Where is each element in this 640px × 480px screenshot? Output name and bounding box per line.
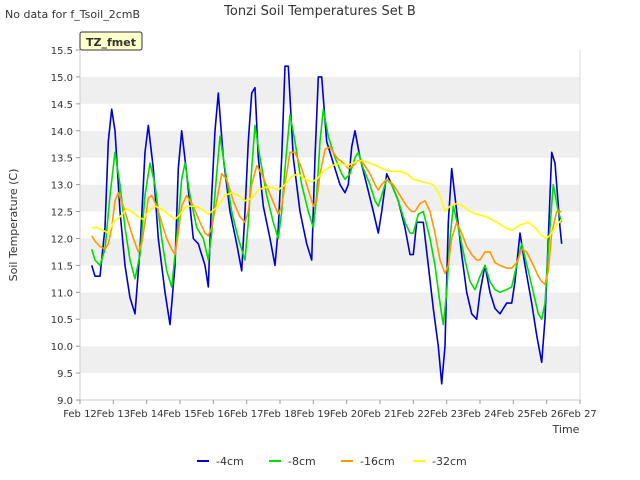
y-tick-label: 10.5 — [51, 315, 73, 326]
legend-item: -32cm — [413, 455, 467, 468]
x-tick-label: Feb 23 — [430, 409, 464, 420]
plot-band — [80, 373, 580, 400]
legend-label: -16cm — [360, 455, 395, 468]
annotation-box-frame — [79, 31, 143, 51]
y-tick-label: 12.0 — [51, 234, 73, 245]
plot-band — [80, 238, 580, 266]
y-tick-label: 10.0 — [51, 342, 73, 353]
y-tick-label: 14.0 — [51, 127, 73, 138]
x-axis-label: Time — [552, 423, 580, 436]
chart-title: Tonzi Soil Temperatures Set B — [223, 4, 416, 19]
axes: 9.0 9.5 10.0 10.5 11.0 11.5 12.0 12.5 13.0 13.5 14… — [51, 46, 597, 420]
plot-band — [80, 184, 580, 212]
plot-band — [80, 76, 580, 104]
x-tick-label: Feb 26 — [530, 409, 564, 420]
legend: -4cm -8cm -16cm -32cm — [197, 455, 467, 468]
series-line — [91, 159, 563, 240]
x-tick-label: Feb 14 — [130, 409, 164, 420]
y-tick-label: 15.5 — [51, 46, 73, 57]
y-tick-label: 14.5 — [51, 100, 73, 111]
legend-label: -32cm — [432, 455, 467, 468]
legend-label: -8cm — [288, 455, 316, 468]
series-lines — [90, 65, 563, 385]
y-tick-label: 9.0 — [57, 396, 73, 407]
plot-band — [80, 265, 580, 293]
y-tick-label: 9.5 — [57, 369, 73, 380]
legend-item: -8cm — [269, 455, 316, 468]
y-tick-label: 11.0 — [51, 288, 73, 299]
series-line — [90, 108, 563, 326]
legend-item: -16cm — [341, 455, 395, 468]
y-tick-label: 13.0 — [51, 181, 73, 192]
y-tick-label: 13.5 — [51, 154, 73, 165]
x-tick-label: Feb 18 — [263, 409, 297, 420]
legend-item: -4cm — [197, 455, 244, 468]
y-axis-label: Soil Temperature (C) — [7, 169, 20, 282]
legend-label: -4cm — [216, 455, 244, 468]
x-tick-label: Feb 24 — [463, 409, 497, 420]
plot-band — [80, 50, 580, 77]
annotation-label: TZ_fmet — [86, 36, 136, 49]
y-tick-label: 11.5 — [51, 261, 73, 272]
x-tick-label: Feb 22 — [397, 409, 431, 420]
annotation-box: TZ_fmet — [79, 31, 143, 51]
x-tick-label: Feb 21 — [363, 409, 397, 420]
y-tick-label: 15.0 — [51, 73, 73, 84]
plot-band — [80, 346, 580, 374]
x-tick-label: Feb 13 — [97, 409, 131, 420]
y-tick-label: 12.5 — [51, 208, 73, 219]
x-tick-label: Feb 20 — [330, 409, 364, 420]
x-tick-label: Feb 17 — [230, 409, 264, 420]
x-tick-label: Feb 12 — [63, 409, 97, 420]
plot-band — [80, 103, 580, 131]
x-tick-label: Feb 19 — [297, 409, 331, 420]
plot-background-bands — [80, 50, 580, 400]
x-tick-label: Feb 15 — [163, 409, 197, 420]
x-tick-label: Feb 25 — [497, 409, 531, 420]
plot-band — [80, 319, 580, 347]
plot-band — [80, 211, 580, 239]
no-data-notice: No data for f_Tsoil_2cmB — [5, 8, 140, 21]
x-tick-label: Feb 16 — [197, 409, 231, 420]
plot-band — [80, 292, 580, 320]
plot-band — [80, 157, 580, 185]
x-tick-label: Feb 27 — [563, 409, 597, 420]
series-line — [91, 146, 562, 285]
